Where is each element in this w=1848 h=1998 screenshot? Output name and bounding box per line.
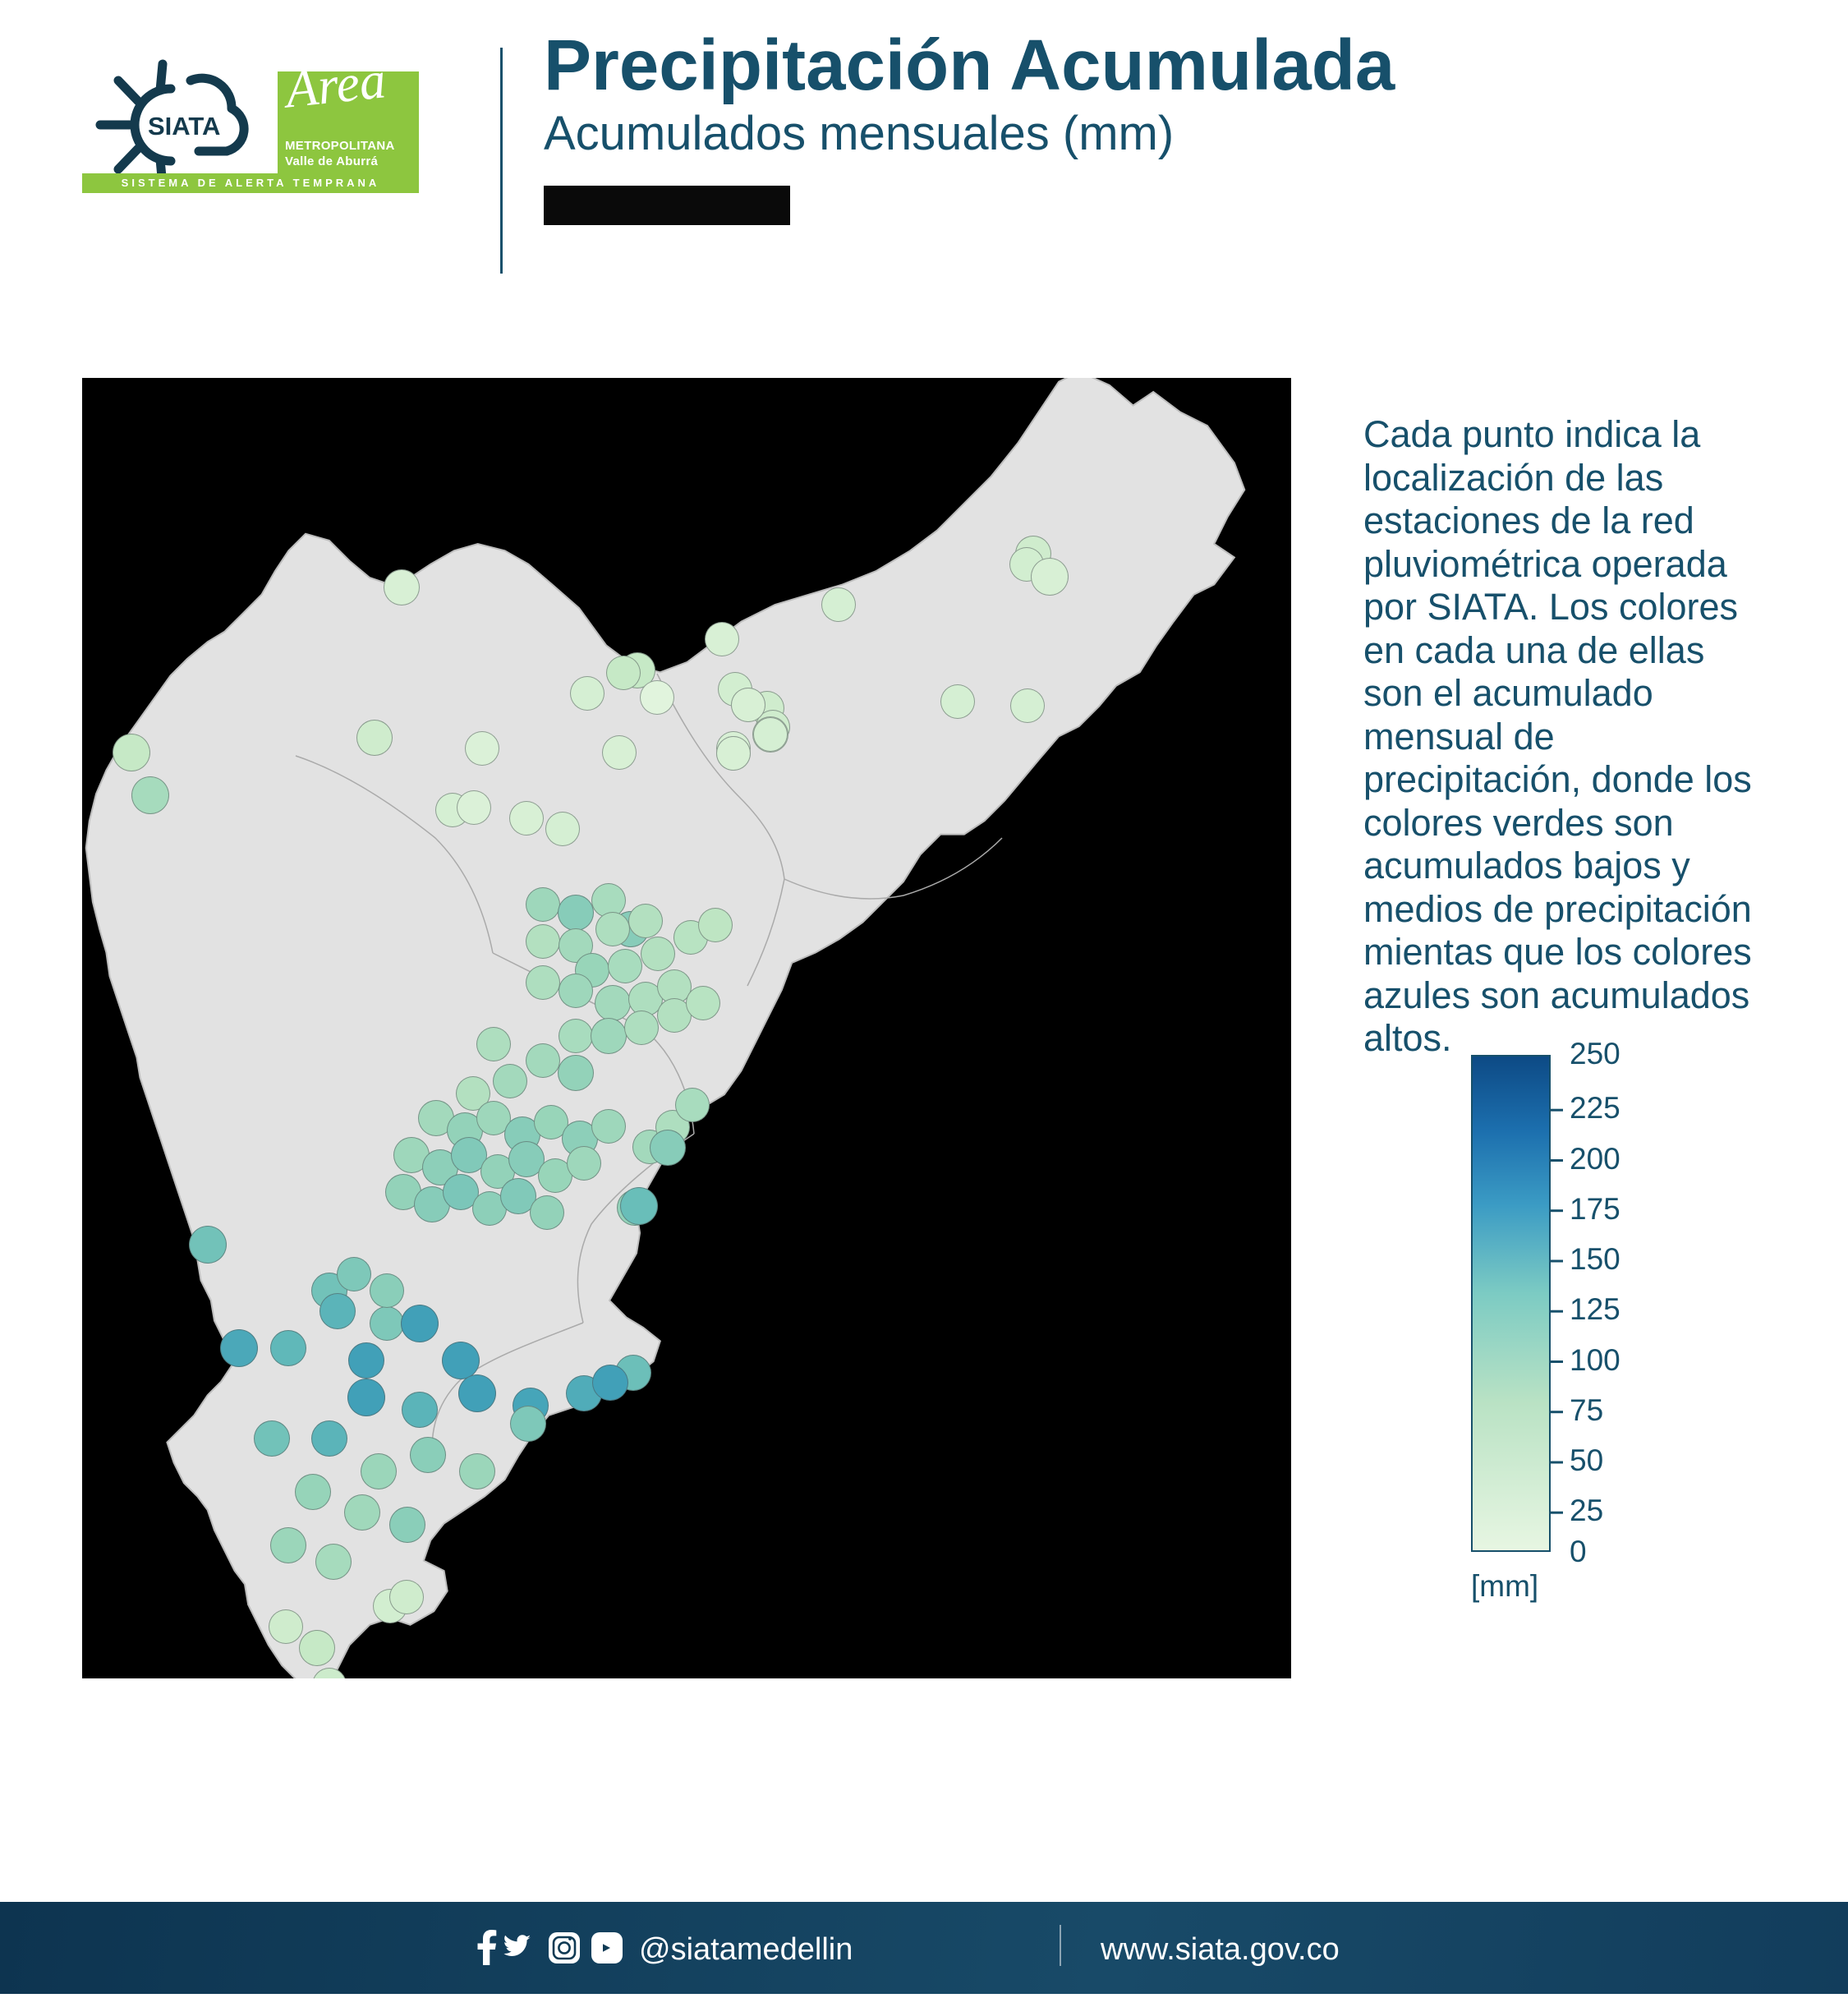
svg-text:SIATA: SIATA [148, 112, 220, 140]
